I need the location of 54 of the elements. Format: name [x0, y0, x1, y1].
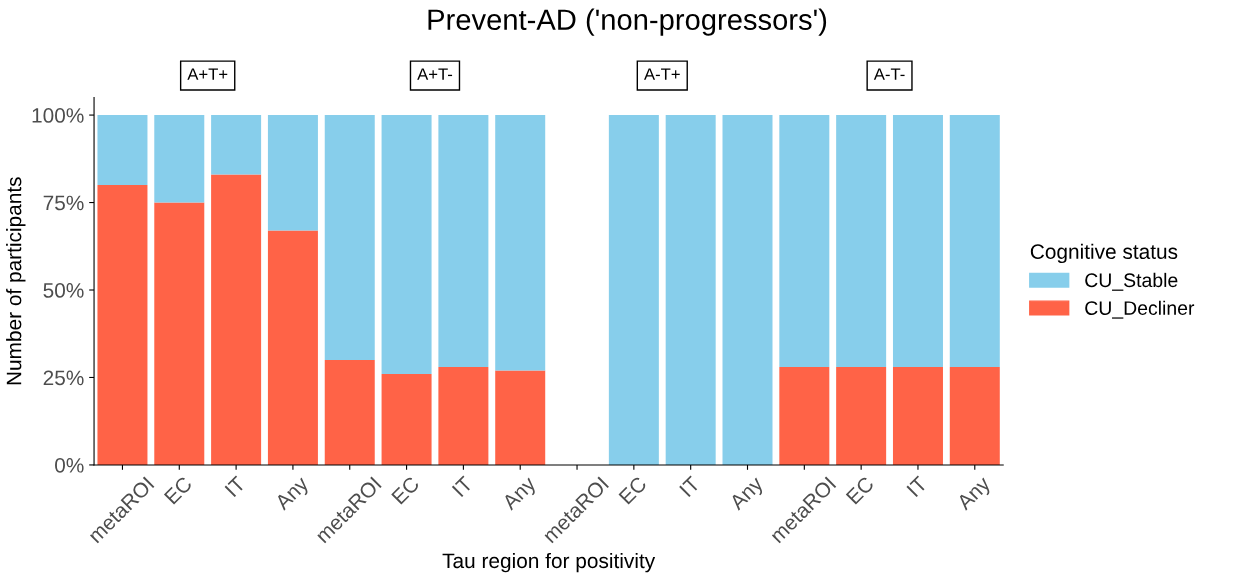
x-tick-label: Any: [728, 475, 768, 514]
bar: [154, 202, 205, 465]
bar: [438, 115, 489, 367]
x-tick-label: Any: [501, 475, 540, 514]
bar: [892, 115, 943, 367]
bar: [267, 115, 318, 231]
bar: [779, 366, 830, 465]
bar: [949, 115, 1000, 367]
bar: [495, 370, 546, 465]
bar: [324, 359, 375, 465]
bar: [211, 115, 262, 175]
x-axis-title: Tau region for positivity: [442, 552, 656, 573]
bar: [381, 373, 432, 465]
text: A-T+: [644, 68, 680, 80]
bar: [892, 366, 943, 465]
x-tick-label: IT: [679, 475, 701, 498]
legend-label: CU_Stable: [1085, 272, 1178, 291]
bar: [97, 185, 148, 465]
legend-title: Cognitive status: [1030, 243, 1178, 264]
bar: [267, 230, 318, 465]
bar: [608, 115, 659, 465]
bar: [438, 366, 489, 465]
bar: [722, 115, 773, 465]
x-tick-label: EC: [391, 475, 421, 505]
bar: [779, 115, 830, 367]
legend-label: CU_Decliner: [1085, 300, 1195, 319]
y-axis-title: Number of participants: [6, 177, 26, 385]
x-tick-label: EC: [163, 475, 193, 505]
y-tick-label: 50%: [43, 283, 84, 298]
y-tick-label: 25%: [43, 370, 84, 386]
y-tick-label: 100%: [32, 108, 84, 123]
x-tick-label: Any: [955, 475, 995, 514]
text: A-T-: [873, 68, 905, 80]
x-tick-label: EC: [845, 475, 875, 505]
x-tick-label: IT: [451, 475, 474, 498]
bar: [154, 115, 205, 203]
bar: [836, 366, 887, 465]
bar: [836, 115, 887, 367]
bar: [949, 366, 1000, 465]
text: A+T+: [187, 68, 228, 80]
bar: [97, 115, 148, 186]
bar: [495, 115, 546, 371]
bar: [381, 115, 432, 374]
bar: [665, 115, 716, 465]
bar: [324, 115, 375, 360]
x-tick-label: IT: [906, 475, 928, 498]
y-tick-label: 75%: [43, 195, 84, 211]
y-tick-label: 0%: [55, 457, 84, 473]
x-tick-label: EC: [618, 475, 648, 505]
bar: [211, 174, 262, 465]
chart-title: Prevent-AD ('non-progressors'): [428, 8, 827, 36]
x-tick-label: IT: [224, 475, 247, 498]
text: A+T-: [417, 68, 453, 80]
x-tick-label: Any: [273, 475, 313, 514]
